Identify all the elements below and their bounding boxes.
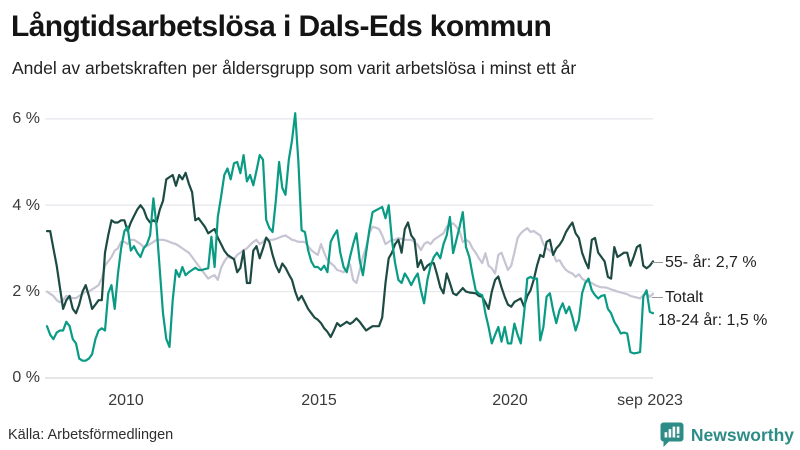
series-label-55-plus: 55- år: 2,7 %	[652, 253, 757, 272]
series-label-text: 18-24 år: 1,5 %	[658, 312, 768, 329]
series-label-text: 55- år: 2,7 %	[665, 254, 757, 271]
source-note: Källa: Arbetsförmedlingen	[8, 427, 174, 443]
newsworthy-wordmark: Newsworthy	[690, 424, 794, 445]
series-label-18-24: 18-24 år: 1,5 %	[658, 311, 767, 330]
page-subtitle: Andel av arbetskraften per åldersgrupp s…	[12, 58, 577, 78]
x-axis-tick-2010: 2010	[108, 392, 144, 409]
y-axis-tick-2: 2 %	[12, 283, 40, 300]
series-label-totalt: Totalt	[652, 288, 703, 307]
label-connector-line	[652, 297, 663, 298]
label-connector-line	[652, 262, 663, 263]
series-line-18-24-r	[45, 112, 655, 362]
x-axis-tick-2020: 2020	[492, 392, 528, 409]
page-title: Långtidsarbetslösa i Dals-Eds kommun	[11, 10, 552, 43]
series-label-text: Totalt	[665, 289, 704, 306]
y-axis-tick-4: 4 %	[12, 197, 40, 214]
series-line-55-r	[45, 171, 655, 339]
y-axis-tick-0: 0 %	[12, 369, 40, 386]
y-axis-tick-6: 6 %	[12, 110, 40, 127]
series-line-totalt	[45, 222, 655, 304]
newsworthy-logo-icon	[660, 422, 684, 447]
newsworthy-brand: Newsworthy	[660, 422, 794, 448]
x-axis-tick-sep-2023: sep 2023	[617, 392, 683, 409]
x-axis-tick-2015: 2015	[301, 392, 337, 409]
